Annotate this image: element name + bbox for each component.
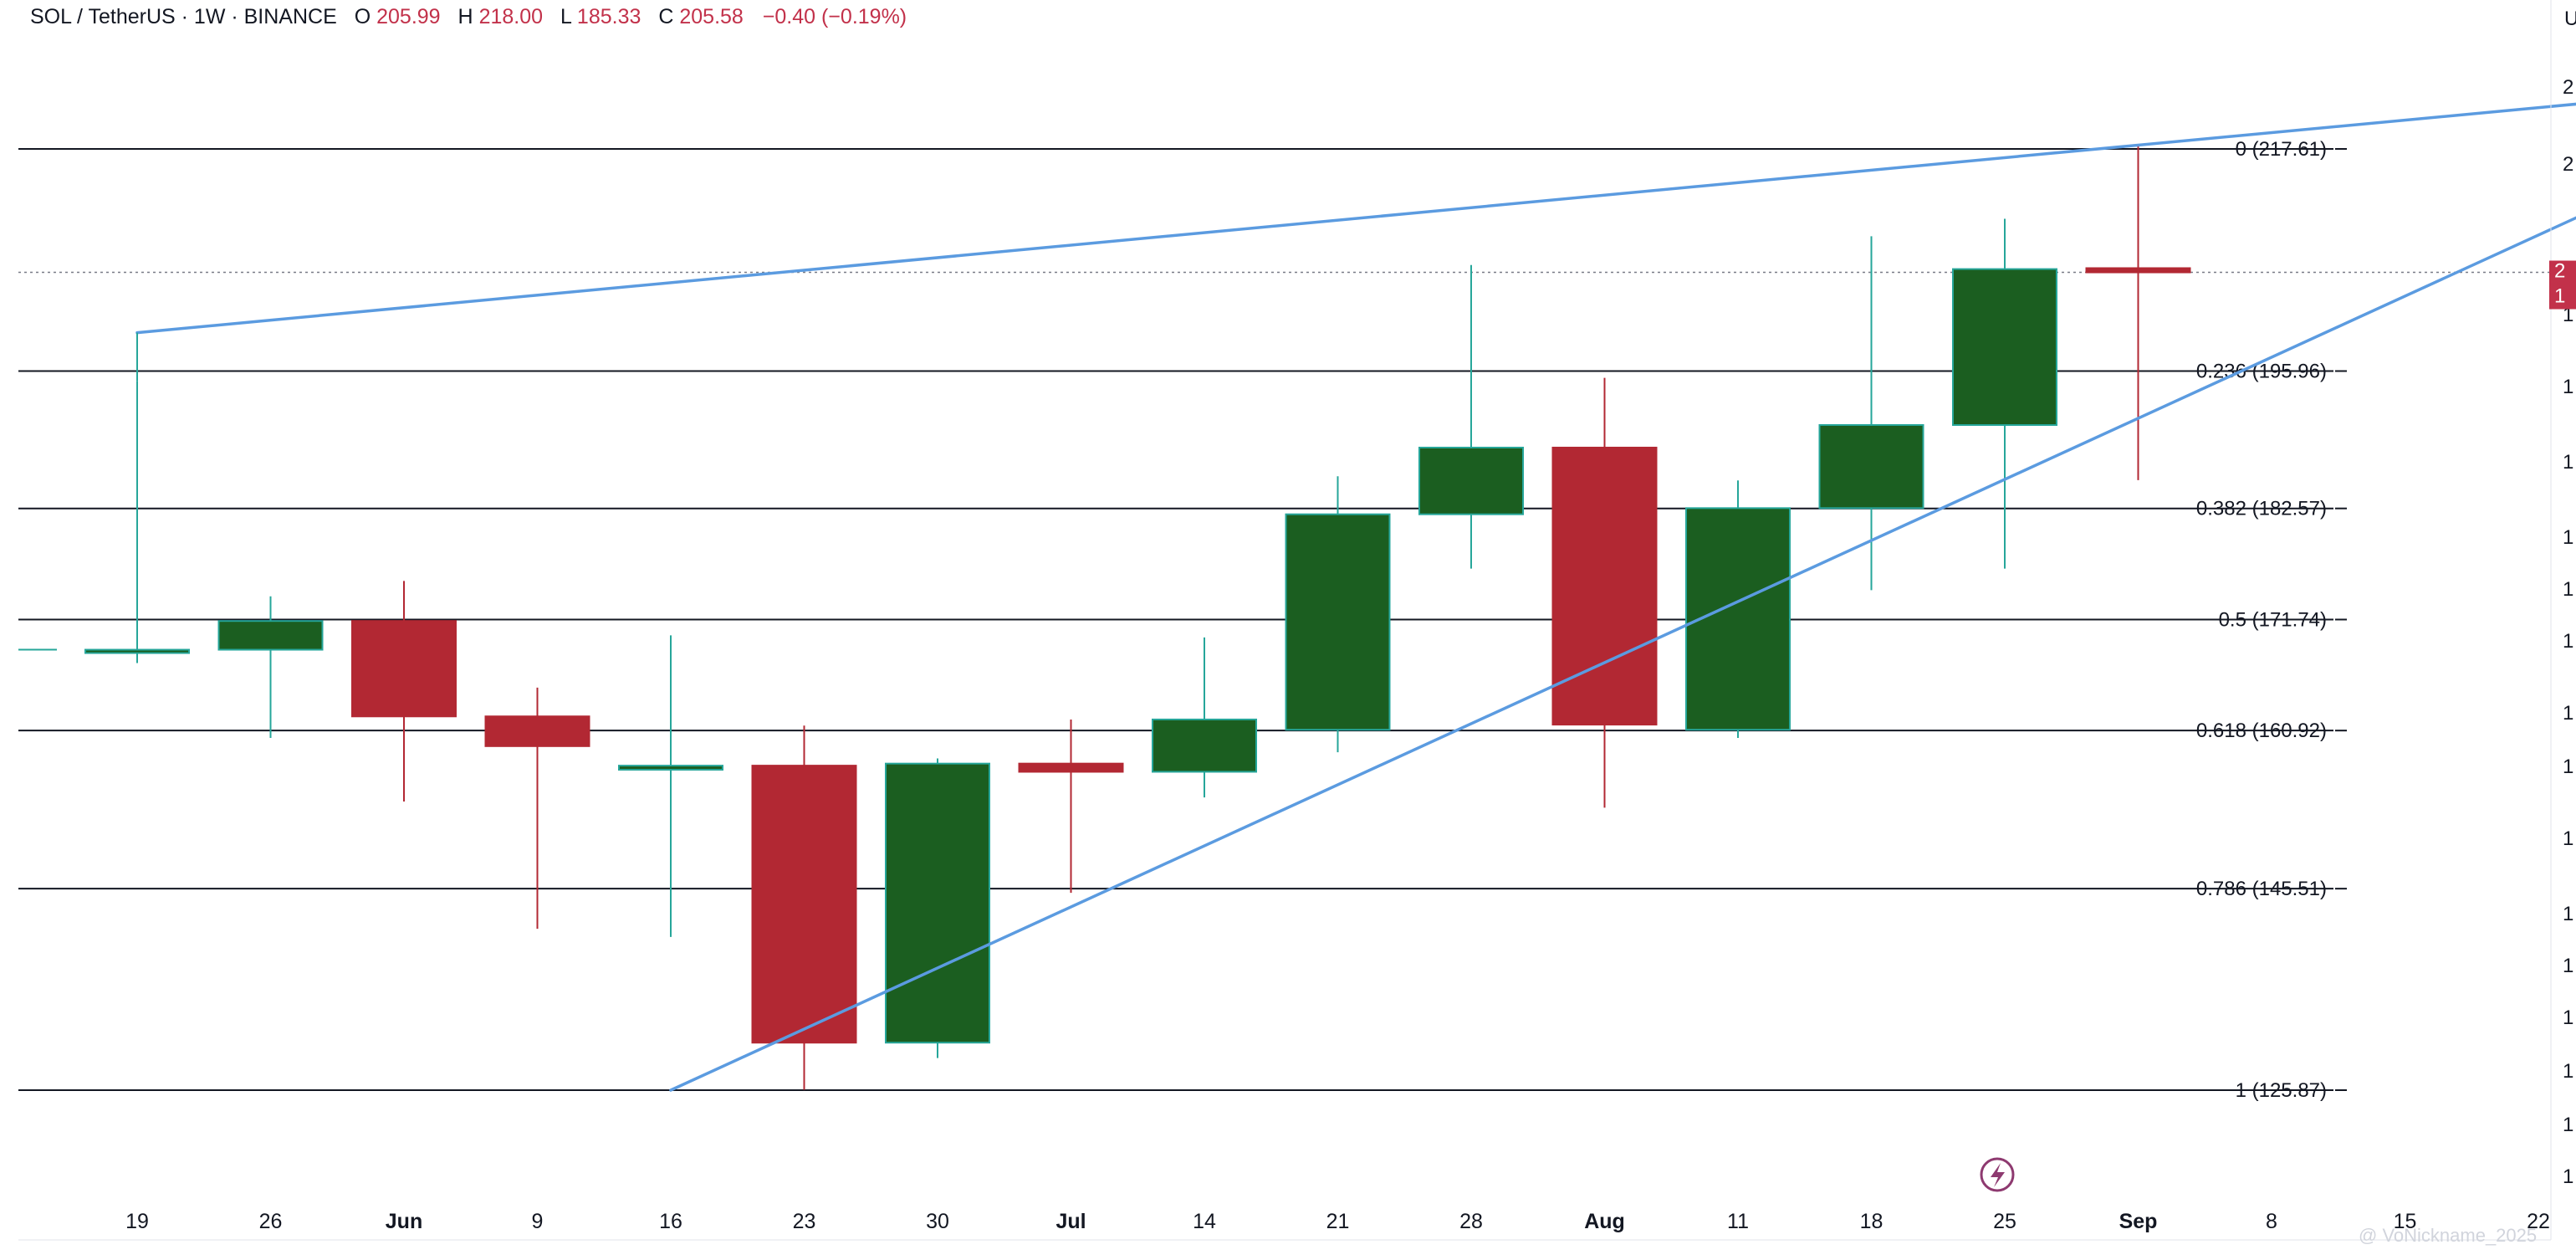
time-axis-label-1: 26: [259, 1210, 283, 1233]
time-axis-label-0: 19: [125, 1210, 149, 1233]
candle-1: [217, 596, 324, 739]
current-price-badge-line1: 2: [2554, 260, 2565, 283]
low-value: 185.33: [577, 5, 641, 28]
watermark: @ VoNickname_2025: [2359, 1225, 2537, 1246]
candle-body-3: [484, 715, 590, 747]
time-axis-label-7: Jul: [1055, 1210, 1086, 1233]
trendline-1: [669, 216, 2576, 1092]
time-axis-label-11: Aug: [1584, 1210, 1625, 1233]
current-price-badge: 2 1: [2549, 260, 2576, 310]
price-axis-tick-8: 1: [2563, 630, 2573, 653]
candle-12: [1685, 480, 1791, 739]
time-axis-label-8: 14: [1193, 1210, 1216, 1233]
fib-level-label-3: 0.5 (171.74): [2219, 609, 2327, 632]
candle-body-0: [84, 648, 190, 654]
change-value: −0.40 (−0.19%): [763, 5, 907, 28]
high-key: H: [458, 5, 473, 28]
time-axis-label-10: 28: [1459, 1210, 1483, 1233]
candle-body-10: [1418, 446, 1524, 515]
candle-body-13: [1818, 423, 1924, 510]
time-axis-label-16: 8: [2266, 1210, 2277, 1233]
price-axis-tick-10: 1: [2563, 755, 2573, 778]
price-axis-tick-14: 1: [2563, 1006, 2573, 1029]
time-axis-label-14: 25: [1993, 1210, 2016, 1233]
price-axis-tick-5: 1: [2563, 451, 2573, 474]
candle-body-15: [2085, 267, 2191, 274]
fib-level-label-2: 0.382 (182.57): [2196, 498, 2327, 520]
candle-7: [1018, 719, 1124, 894]
price-axis-tick-6: 1: [2563, 526, 2573, 549]
candle-4: [618, 635, 723, 937]
trendline-0: [135, 102, 2576, 335]
candle-body-1: [217, 620, 324, 651]
price-axis-tick-11: 1: [2563, 827, 2573, 850]
time-axis-label-6: 30: [926, 1210, 949, 1233]
candle-9: [1285, 476, 1391, 753]
time-axis-label-18: 22: [2527, 1210, 2550, 1233]
open-key: O: [355, 5, 371, 28]
current-price-badge-bg: [2549, 260, 2576, 310]
time-axis-label-4: 16: [659, 1210, 682, 1233]
candle-15: [2085, 145, 2191, 480]
price-axis-tick-15: 1: [2563, 1060, 2573, 1083]
price-axis-tick-0: 2: [2563, 76, 2573, 99]
time-axis-label-15: Sep: [2119, 1210, 2158, 1233]
price-axis-tick-12: 1: [2563, 903, 2573, 925]
price-axis-tick-17: 1: [2563, 1165, 2573, 1188]
price-axis-unit-letter: U: [2564, 8, 2576, 30]
open-value: 205.99: [376, 5, 440, 28]
time-axis-label-2: Jun: [386, 1210, 422, 1233]
time-axis-label-17: 15: [2394, 1210, 2417, 1233]
price-axis-tick-16: 1: [2563, 1114, 2573, 1136]
candle-body-9: [1285, 513, 1391, 731]
price-axis-tick-13: 1: [2563, 955, 2573, 977]
fib-level-label-6: 1 (125.87): [2236, 1079, 2327, 1102]
current-price-badge-line2: 1: [2554, 285, 2565, 308]
lightning-event-icon[interactable]: [1980, 1157, 2015, 1192]
candle-2: [351, 581, 457, 802]
price-axis-tick-4: 1: [2563, 376, 2573, 398]
price-axis-tick-9: 1: [2563, 702, 2573, 725]
candle-3: [484, 687, 590, 930]
close-key: C: [658, 5, 673, 28]
close-value: 205.58: [679, 5, 743, 28]
price-axis-tick-1: 2: [2563, 153, 2573, 176]
price-axis-tick-3: 1: [2563, 304, 2573, 326]
candle-13: [1818, 236, 1924, 591]
time-axis-label-12: 11: [1727, 1210, 1749, 1233]
candle-5: [751, 725, 857, 1090]
candle-body-8: [1152, 718, 1257, 773]
trendline-channel[interactable]: [135, 102, 2576, 1092]
candle-body-7: [1018, 762, 1124, 773]
time-axis-label-13: 18: [1860, 1210, 1883, 1233]
fib-level-label-0: 0 (217.61): [2236, 138, 2327, 161]
candle-body-5: [751, 765, 857, 1044]
candle-8: [1152, 637, 1257, 798]
time-axis-label-9: 21: [1326, 1210, 1350, 1233]
time-axis[interactable]: 19 26 Jun 9 16 23 30 Jul 14 21 28 Aug 11 18 25 Sep 8 15 22: [18, 1210, 2551, 1241]
candle-body-2: [351, 620, 457, 718]
time-axis-label-5: 23: [793, 1210, 816, 1233]
candle-body-6: [885, 762, 990, 1044]
chart-legend: SOL / TetherUS · 1W · BINANCE O 205.99 H…: [30, 5, 907, 28]
fib-level-label-1: 0.236 (195.96): [2196, 360, 2327, 382]
candle-14: [1952, 218, 2057, 569]
high-value: 218.00: [479, 5, 543, 28]
fib-level-label-5: 0.786 (145.51): [2196, 878, 2327, 900]
candlestick-series[interactable]: [18, 145, 2191, 1090]
candle-0: [84, 381, 190, 663]
candle-body-14: [1952, 268, 2057, 426]
low-key: L: [560, 5, 572, 28]
price-axis-tick-7: 1: [2563, 578, 2573, 601]
time-axis-label-3: 9: [532, 1210, 544, 1233]
candle-body-11: [1551, 446, 1658, 726]
symbol-label: SOL / TetherUS · 1W · BINANCE: [30, 5, 337, 28]
candle-body-4: [618, 765, 723, 771]
candle-10: [1418, 264, 1524, 569]
fib-level-label-4: 0.618 (160.92): [2196, 720, 2327, 742]
candle-6: [885, 758, 990, 1058]
